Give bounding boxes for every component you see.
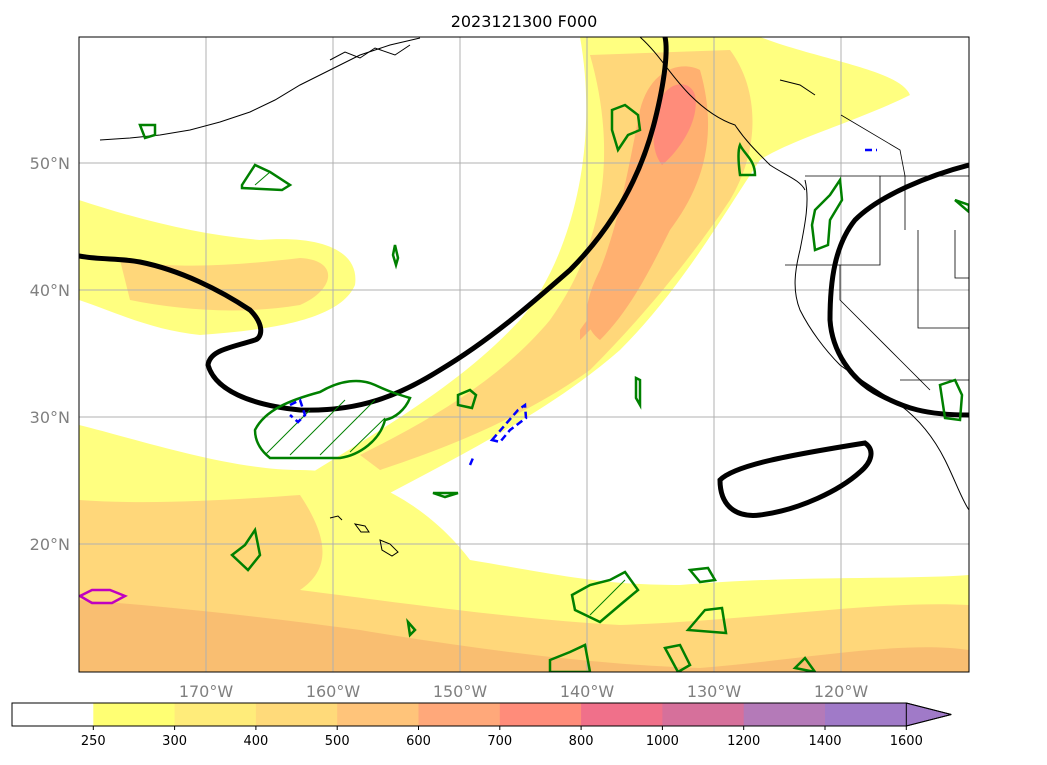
colorbar-tick-label: 1000: [646, 734, 679, 749]
colorbar-tick-label: 1400: [808, 734, 841, 749]
colorbar-frame: [11, 702, 952, 727]
colorbar-tick-label: 300: [162, 734, 187, 749]
lon-label-140w: 140°W: [560, 682, 615, 701]
colorbar-swatch: [337, 703, 419, 726]
lon-label-120w: 120°W: [814, 682, 869, 701]
graticule: [79, 37, 969, 672]
colorbar-tick-label: 1200: [727, 734, 760, 749]
colorbar-swatch: [499, 703, 582, 726]
lon-label-150w: 150°W: [433, 682, 488, 701]
colorbar-ticks: 250 300 400 500 600 700 800 1000 1200 1400 1600: [81, 726, 923, 749]
map-frame: [78, 36, 970, 673]
lat-label-30n: 30°N: [30, 408, 70, 427]
colorbar-tick-label: 800: [569, 734, 594, 749]
positive-contours: [138, 103, 969, 672]
colorbar-tick-label: 600: [406, 734, 431, 749]
colorbar: 250 300 400 500 600 700 800 1000 1200 1400 1600: [11, 702, 952, 749]
strong-contour: [79, 588, 128, 605]
lat-label-40n: 40°N: [30, 281, 70, 300]
colorbar-swatch: [255, 703, 338, 726]
jet-axis-contour-east: [827, 162, 969, 418]
map-panel: [79, 37, 969, 672]
positive-contour-hatching: [254, 171, 626, 616]
lat-label-50n: 50°N: [30, 154, 70, 173]
colorbar-tick-label: 250: [81, 734, 106, 749]
lat-label-20n: 20°N: [30, 535, 70, 554]
colorbar-swatch: [174, 703, 257, 726]
map-title: 2023121300 F000: [451, 12, 598, 31]
shading-south-band-core: [79, 600, 969, 672]
colorbar-swatch: [93, 703, 176, 726]
colorbar-tick-label: 500: [325, 734, 350, 749]
colorbar-swatch: [12, 703, 94, 726]
colorbar-swatch: [743, 703, 826, 726]
state-borders: [785, 114, 969, 391]
lon-label-170w: 170°W: [179, 682, 234, 701]
lon-label-130w: 130°W: [687, 682, 742, 701]
colorbar-extend-arrow: [905, 702, 952, 727]
jet-axis-contour-closed: [717, 440, 874, 518]
negative-contours: [289, 148, 877, 466]
shading-river-core: [653, 84, 696, 165]
colorbar-tick-label: 400: [243, 734, 268, 749]
colorbar-swatch: [662, 703, 745, 726]
lon-label-160w: 160°W: [306, 682, 361, 701]
colorbar-swatch: [825, 703, 907, 726]
colorbar-tick-label: 1600: [890, 734, 923, 749]
colorbar-swatches: [12, 703, 907, 726]
shading-river-spot: [580, 300, 615, 340]
colorbar-swatch: [581, 703, 663, 726]
colorbar-tick-label: 700: [487, 734, 512, 749]
jet-axis-contour-west: [79, 37, 669, 413]
colorbar-swatch: [418, 703, 501, 726]
